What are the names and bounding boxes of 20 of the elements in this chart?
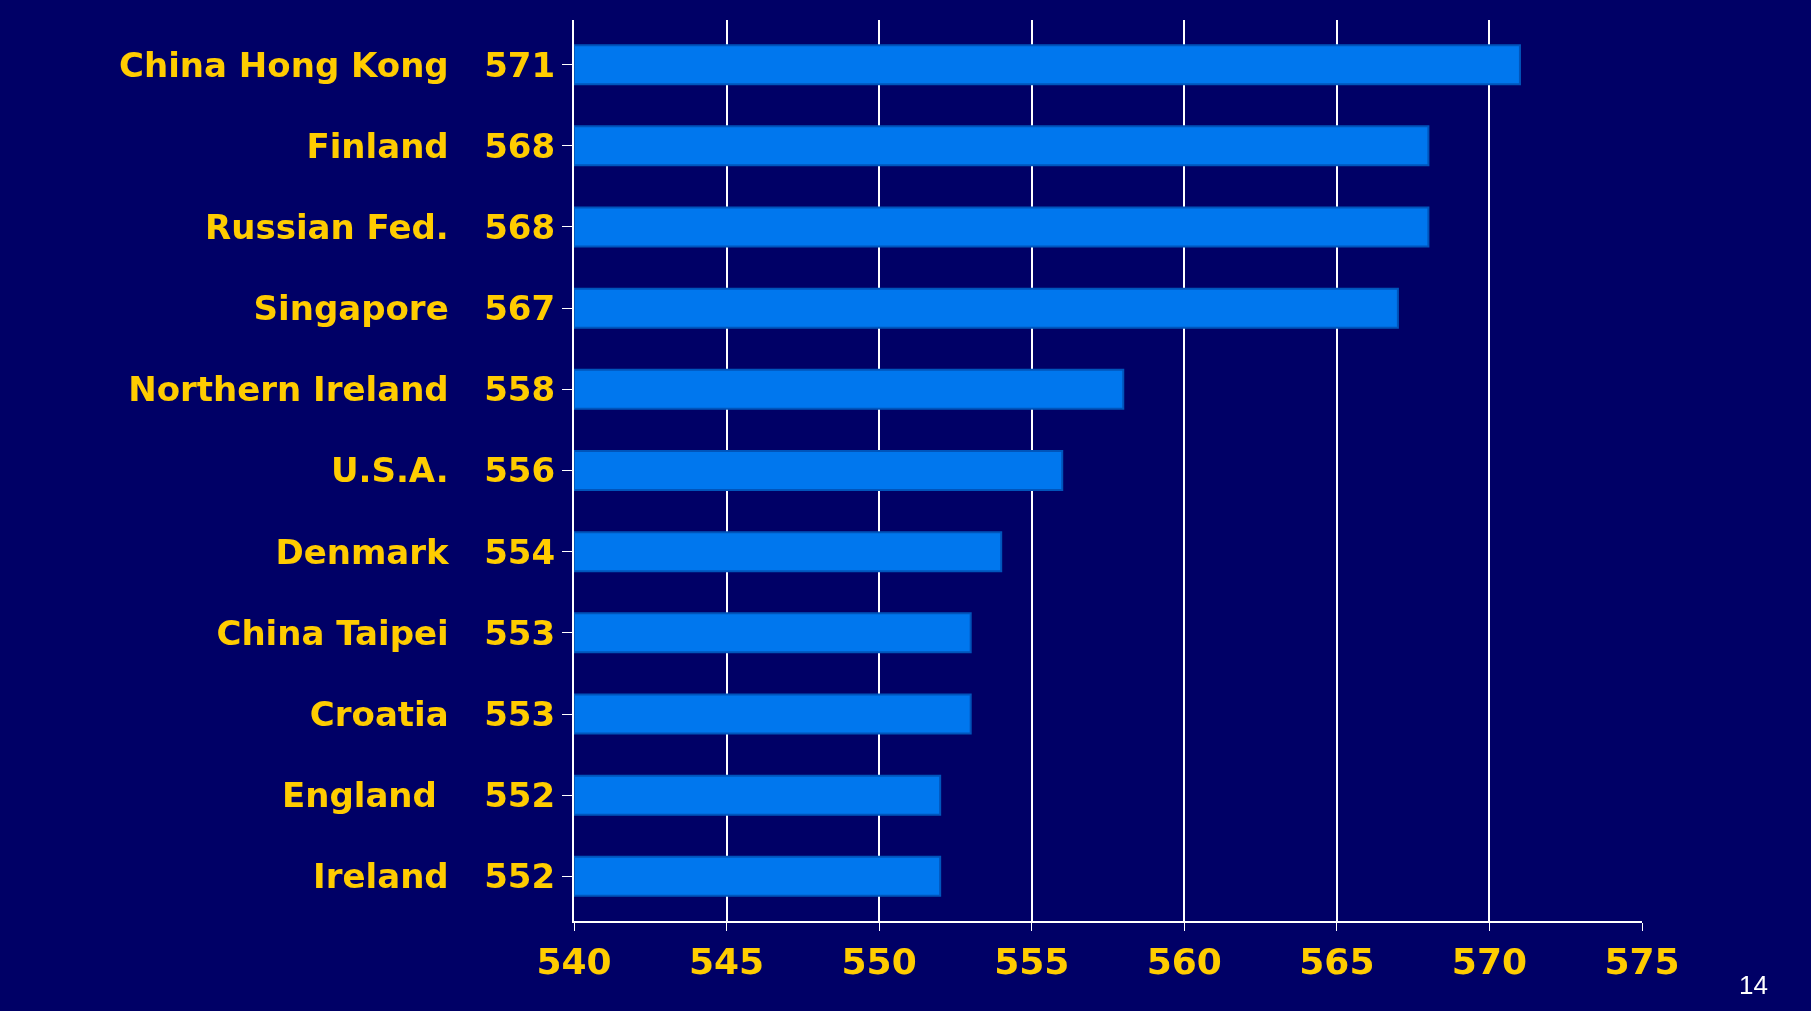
x-tick-label: 575 bbox=[1604, 941, 1680, 983]
text: 14 bbox=[1739, 970, 1768, 1000]
y-tick-label: Denmark 554 bbox=[275, 531, 556, 572]
y-tick-label: England 552 bbox=[281, 775, 556, 816]
y-tick-label: China Taipei 553 bbox=[216, 612, 556, 653]
y-tick-label: Ireland 552 bbox=[313, 856, 556, 897]
x-tick-label: 545 bbox=[688, 941, 765, 983]
x-tick-label: 540 bbox=[536, 941, 612, 983]
y-tick-label: Singapore 567 bbox=[253, 288, 556, 329]
x-tick-label: 550 bbox=[841, 941, 917, 983]
x-tick-label: 555 bbox=[994, 941, 1070, 983]
y-tick-label: Russian Fed. 568 bbox=[205, 206, 556, 247]
y-tick-label: Croatia 553 bbox=[309, 693, 556, 734]
x-tick-label: 565 bbox=[1299, 941, 1375, 983]
x-tick-label: 560 bbox=[1146, 941, 1222, 983]
y-tick-label: China Hong Kong 571 bbox=[119, 44, 556, 85]
y-tick-label: Finland 568 bbox=[306, 125, 556, 166]
x-tick-label: 570 bbox=[1451, 941, 1528, 983]
y-tick-label: Northern Ireland 558 bbox=[128, 369, 556, 410]
y-tick-label: U.S.A. 556 bbox=[330, 450, 556, 491]
